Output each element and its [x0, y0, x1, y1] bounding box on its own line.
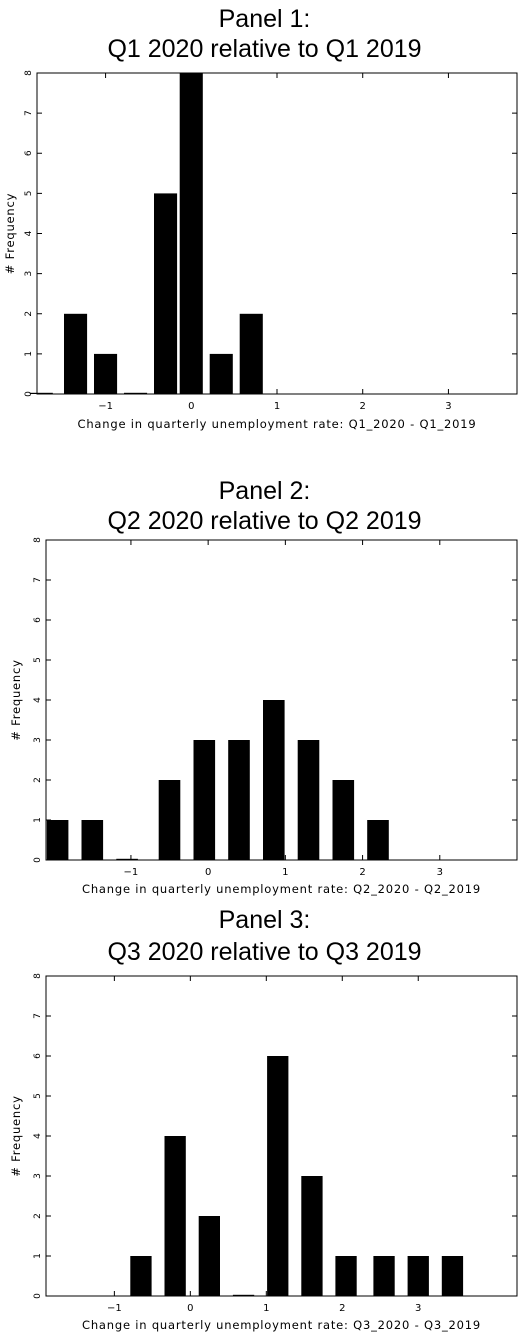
y-tick-label: 7 [33, 1013, 43, 1019]
x-tick-label: 3 [415, 1303, 421, 1314]
x-tick-label: −1 [107, 1303, 122, 1314]
panel-title-line2: Q2 2020 relative to Q2 2019 [107, 507, 422, 535]
histogram-bar [179, 73, 203, 394]
histogram-bar [164, 1136, 186, 1296]
y-tick-label: 2 [24, 311, 34, 317]
histogram-bar [116, 858, 138, 860]
x-tick-label: 0 [205, 867, 211, 878]
x-tick-label: 0 [187, 1303, 193, 1314]
histogram-bar [193, 740, 216, 860]
histogram-bar [130, 1256, 152, 1296]
y-tick-label: 6 [24, 150, 34, 156]
y-tick-label: 3 [33, 737, 43, 743]
histogram-bar [263, 700, 285, 860]
y-tick-label: 6 [33, 1053, 43, 1059]
bars [29, 73, 263, 395]
histogram-bar [239, 313, 263, 395]
y-tick-label: 7 [24, 110, 34, 116]
y-tick-label: 1 [24, 351, 34, 357]
panel-title-line1: Panel 3: [218, 906, 311, 934]
y-tick-label: 0 [24, 391, 34, 397]
histogram-bar [301, 1176, 323, 1296]
y-tick-label: 6 [33, 617, 43, 623]
x-tick-label: 2 [359, 867, 365, 878]
x-tick-label: −1 [124, 867, 139, 878]
histogram-chart-1: −1 0 1 2 3 0 1 2 3 4 5 6 7 8 Change in quarterly unemp… [3, 70, 518, 431]
histogram-bar [124, 392, 148, 394]
y-axis-label: # Frequency [3, 193, 17, 275]
y-tick-label: 1 [33, 1253, 43, 1259]
histogram-bar [29, 392, 53, 394]
x-tick-label: 1 [274, 401, 280, 412]
histogram-bar [367, 820, 389, 860]
bars [46, 700, 389, 860]
panel-title-line2: Q1 2020 relative to Q1 2019 [107, 35, 422, 63]
x-tick-label: 1 [282, 867, 288, 878]
panel-title-line2: Q3 2020 relative to Q3 2019 [107, 938, 422, 966]
histogram-bar [154, 193, 178, 394]
y-tick-label: 5 [33, 1093, 43, 1099]
y-tick-label: 8 [33, 537, 43, 543]
y-tick-label: 0 [33, 1293, 43, 1299]
x-tick-label: 3 [445, 401, 451, 412]
histogram-bar [198, 1216, 220, 1296]
histogram-bar [46, 820, 69, 860]
panel-title-line1: Panel 2: [218, 477, 311, 505]
bars [130, 1056, 464, 1296]
x-tick-label: 3 [437, 867, 443, 878]
y-axis-label: # Frequency [9, 1095, 23, 1177]
histogram-bar [267, 1056, 289, 1296]
x-tick-label: 2 [360, 401, 366, 412]
y-tick-label: 3 [24, 271, 34, 277]
histogram-chart-2: −1 0 1 2 3 0 1 2 3 4 5 6 7 8 Change in quarterly unemp… [9, 537, 518, 896]
y-tick-label: 4 [33, 697, 43, 703]
y-tick-label: 5 [33, 657, 43, 663]
y-tick-label: 0 [33, 857, 43, 863]
x-axis-label: Change in quarterly unemployment rate: Q… [82, 882, 481, 896]
y-tick-label: 1 [33, 817, 43, 823]
y-tick-label: 4 [33, 1133, 43, 1139]
x-axis-label: Change in quarterly unemployment rate: Q… [82, 1318, 481, 1332]
y-tick-label: 5 [24, 191, 34, 197]
y-tick-label: 7 [33, 577, 43, 583]
x-tick-label: 0 [188, 401, 194, 412]
x-axis-label: Change in quarterly unemployment rate: Q… [78, 417, 477, 431]
y-axis-label: # Frequency [9, 659, 23, 741]
histogram-bar [335, 1256, 357, 1296]
histogram-bar [209, 353, 233, 394]
histogram-bar [332, 780, 355, 860]
y-tick-label: 2 [33, 777, 43, 783]
histogram-bar [228, 740, 250, 860]
y-tick-label: 2 [33, 1213, 43, 1219]
histogram-bar [94, 353, 118, 394]
histogram-bar [407, 1256, 429, 1296]
x-tick-label: −1 [98, 401, 113, 412]
y-tick-label: 3 [33, 1173, 43, 1179]
histogram-bar [81, 820, 104, 860]
histogram-bar [64, 313, 88, 395]
y-tick-label: 8 [33, 973, 43, 979]
histogram-bar [441, 1256, 464, 1296]
x-tick-label: 2 [339, 1303, 345, 1314]
x-tick-label: 1 [263, 1303, 269, 1314]
panel-title-line1: Panel 1: [218, 5, 311, 33]
histogram-bar [373, 1256, 395, 1296]
y-tick-label: 8 [24, 70, 34, 76]
histogram-bar [158, 780, 181, 860]
y-tick-label: 4 [24, 230, 34, 236]
histogram-bar [232, 1294, 255, 1296]
histogram-bar [297, 740, 320, 860]
